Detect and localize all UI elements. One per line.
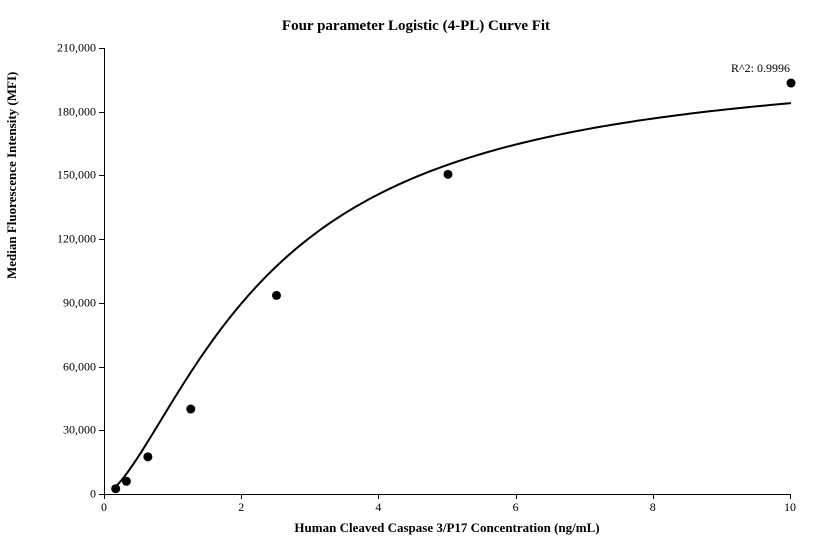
x-tick-label: 0 <box>101 500 107 515</box>
data-point <box>444 170 453 179</box>
y-tick-label: 60,000 <box>63 359 96 374</box>
chart-title: Four parameter Logistic (4-PL) Curve Fit <box>0 18 832 35</box>
data-point <box>111 484 120 493</box>
y-tick-label: 90,000 <box>63 295 96 310</box>
y-tick-mark <box>99 367 104 368</box>
data-point <box>272 291 281 300</box>
x-tick-mark <box>104 494 105 499</box>
x-tick-mark <box>378 494 379 499</box>
y-tick-mark <box>99 48 104 49</box>
x-tick-label: 10 <box>784 500 796 515</box>
plot-area <box>104 48 791 495</box>
x-tick-label: 2 <box>238 500 244 515</box>
y-tick-label: 180,000 <box>57 104 96 119</box>
x-tick-label: 4 <box>375 500 381 515</box>
r-squared-annotation: R^2: 0.9996 <box>731 61 790 76</box>
y-tick-label: 0 <box>90 487 96 502</box>
x-tick-label: 8 <box>650 500 656 515</box>
y-tick-mark <box>99 303 104 304</box>
x-tick-mark <box>516 494 517 499</box>
data-point <box>787 79 796 88</box>
plot-svg <box>105 48 791 494</box>
chart-container: Four parameter Logistic (4-PL) Curve Fit… <box>0 0 832 560</box>
x-tick-mark <box>241 494 242 499</box>
y-axis-label: Median Fluorescence Intensity (MFI) <box>4 259 20 279</box>
y-tick-mark <box>99 112 104 113</box>
y-tick-label: 150,000 <box>57 168 96 183</box>
fit-curve <box>116 103 791 487</box>
y-tick-mark <box>99 239 104 240</box>
data-point <box>122 477 131 486</box>
y-tick-label: 30,000 <box>63 423 96 438</box>
x-axis-label: Human Cleaved Caspase 3/P17 Concentratio… <box>294 520 599 536</box>
data-point <box>143 452 152 461</box>
x-tick-mark <box>790 494 791 499</box>
y-tick-mark <box>99 175 104 176</box>
data-point <box>186 405 195 414</box>
x-tick-label: 6 <box>513 500 519 515</box>
y-tick-label: 120,000 <box>57 232 96 247</box>
x-tick-mark <box>653 494 654 499</box>
y-tick-label: 210,000 <box>57 41 96 56</box>
y-tick-mark <box>99 430 104 431</box>
